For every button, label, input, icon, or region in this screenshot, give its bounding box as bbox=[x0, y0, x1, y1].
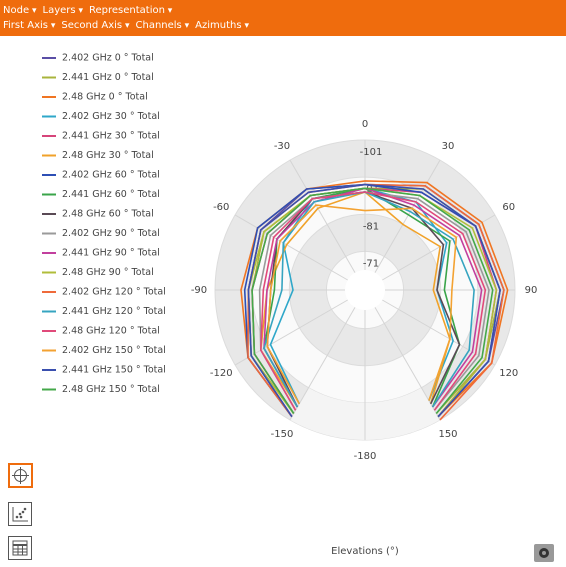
legend-label: 2.441 GHz 30 ° Total bbox=[62, 131, 160, 142]
legend-label: 2.402 GHz 0 ° Total bbox=[62, 53, 154, 64]
icon bbox=[12, 540, 28, 556]
legend-label: 2.48 GHz 30 ° Total bbox=[62, 150, 154, 161]
angle-tick-label: 60 bbox=[502, 202, 515, 213]
angle-tick-label: 150 bbox=[438, 429, 457, 440]
angle-tick-label: -30 bbox=[274, 141, 290, 152]
legend-label: 2.402 GHz 60 ° Total bbox=[62, 170, 160, 181]
series-line bbox=[266, 204, 458, 405]
center-hole bbox=[345, 270, 385, 310]
menu-item[interactable]: Azimuths bbox=[195, 20, 249, 31]
icon bbox=[12, 467, 29, 484]
settings-button[interactable] bbox=[534, 544, 554, 562]
spoke bbox=[234, 214, 348, 281]
angle-tick-label: -90 bbox=[191, 285, 207, 296]
menu-row: Node Layers Representation bbox=[3, 5, 178, 16]
spoke bbox=[289, 307, 356, 421]
legend-label: 2.441 GHz 120 ° Total bbox=[62, 306, 166, 317]
angle-tick-label: 30 bbox=[442, 141, 455, 152]
menu-row: First Axis Second Axis Channels Azimuths bbox=[3, 20, 255, 31]
polar-view-button[interactable] bbox=[8, 463, 33, 488]
legend-label: 2.441 GHz 0 ° Total bbox=[62, 72, 154, 83]
legend-label: 2.441 GHz 90 ° Total bbox=[62, 248, 160, 259]
legend-label: 2.48 GHz 90 ° Total bbox=[62, 267, 154, 278]
radial-tick-label: -81 bbox=[363, 221, 379, 232]
menu-item[interactable]: Second Axis bbox=[61, 20, 129, 31]
angle-tick-label: -180 bbox=[354, 451, 377, 462]
angle-tick-label: 90 bbox=[525, 285, 538, 296]
spoke bbox=[289, 159, 356, 273]
scatter-view-button[interactable] bbox=[8, 502, 32, 526]
icon bbox=[12, 507, 28, 522]
legend-label: 2.48 GHz 150 ° Total bbox=[62, 384, 160, 395]
legend-label: 2.402 GHz 120 ° Total bbox=[62, 287, 166, 298]
legend-label: 2.48 GHz 0 ° Total bbox=[62, 92, 148, 103]
menu-item[interactable]: Representation bbox=[89, 5, 172, 16]
legend-label: 2.402 GHz 150 ° Total bbox=[62, 345, 166, 356]
menu-item[interactable]: Channels bbox=[136, 20, 190, 31]
series-line bbox=[251, 187, 494, 415]
legend-label: 2.441 GHz 60 ° Total bbox=[62, 189, 160, 200]
angle-tick-label: -60 bbox=[213, 202, 229, 213]
menu-item[interactable]: Layers bbox=[43, 5, 83, 16]
legend-label: 2.48 GHz 120 ° Total bbox=[62, 326, 160, 337]
series-line bbox=[247, 183, 501, 418]
legend-label: 2.402 GHz 90 ° Total bbox=[62, 228, 160, 239]
radial-tick-label: -101 bbox=[360, 147, 383, 158]
x-axis-label: Elevations (°) bbox=[331, 546, 399, 557]
angle-tick-label: 0 bbox=[362, 119, 368, 130]
legend-label: 2.48 GHz 60 ° Total bbox=[62, 209, 154, 220]
angle-tick-label: 120 bbox=[499, 368, 518, 379]
legend-label: 2.402 GHz 30 ° Total bbox=[62, 111, 160, 122]
spoke bbox=[374, 159, 441, 273]
menu-item[interactable]: Node bbox=[3, 5, 37, 16]
icon bbox=[539, 548, 549, 558]
series-line bbox=[259, 191, 487, 411]
menu-item[interactable]: First Axis bbox=[3, 20, 55, 31]
series-line bbox=[240, 180, 509, 418]
toolbar: Node Layers Representation First Axis Secon… bbox=[0, 0, 566, 36]
spoke bbox=[374, 307, 441, 421]
angle-tick-label: -120 bbox=[210, 368, 233, 379]
radial-tick-label: -71 bbox=[363, 258, 379, 269]
angle-tick-label: -150 bbox=[271, 429, 294, 440]
legend-label: 2.441 GHz 150 ° Total bbox=[62, 365, 166, 376]
table-view-button[interactable] bbox=[8, 536, 32, 560]
